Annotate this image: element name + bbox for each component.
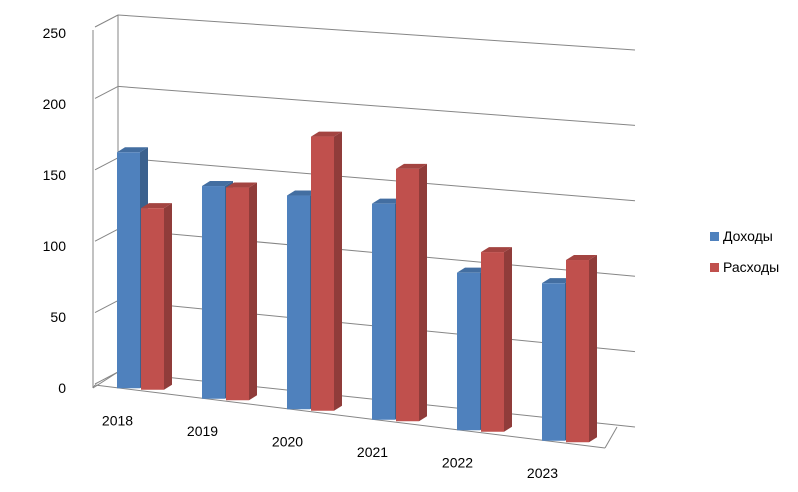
bar-top xyxy=(226,182,257,188)
bar-side xyxy=(589,255,597,443)
gridline xyxy=(117,14,636,51)
bar-front xyxy=(226,187,249,401)
x-tick-label: 2021 xyxy=(357,444,388,460)
bar-expenses-2023 xyxy=(566,255,597,443)
bar-expenses-2019 xyxy=(226,182,257,401)
bar-front xyxy=(481,252,504,432)
bar-front xyxy=(372,203,395,420)
legend-swatch-revenue xyxy=(710,231,719,241)
x-tick-labels: 2018 2019 2020 2021 2022 2023 xyxy=(102,412,558,481)
bar-top xyxy=(141,203,172,209)
bar-side xyxy=(504,247,512,432)
bar-expenses-2022 xyxy=(481,247,512,432)
bar-top xyxy=(481,247,512,253)
y-tick-labels: 0 50 100 150 200 250 xyxy=(43,25,67,396)
bar-top xyxy=(566,255,597,261)
legend-label-revenue: Доходы xyxy=(723,228,773,244)
y-tick-label: 100 xyxy=(43,238,67,254)
bar-front xyxy=(287,195,310,410)
x-tick-label: 2023 xyxy=(527,465,558,481)
gridline xyxy=(117,157,636,202)
bar-front xyxy=(311,136,334,411)
bar-expenses-2021 xyxy=(396,163,427,422)
legend-swatch-expenses xyxy=(710,262,719,272)
x-tick-label: 2018 xyxy=(102,412,133,428)
y-tick-label: 150 xyxy=(43,167,67,183)
bars xyxy=(117,131,597,443)
bar-top xyxy=(287,190,318,196)
bar-front xyxy=(457,272,480,431)
bar-front xyxy=(202,186,225,399)
bar-side xyxy=(419,163,427,422)
bar-top xyxy=(311,131,342,137)
bar-top xyxy=(372,198,403,204)
floor-right-edge xyxy=(604,426,618,449)
y-tick-label: 0 xyxy=(58,380,66,396)
bar-top xyxy=(396,163,427,169)
y-tick-label: 200 xyxy=(43,96,67,112)
legend-label-expenses: Расходы xyxy=(723,259,780,275)
bar-top xyxy=(117,147,148,153)
bar-side xyxy=(249,182,257,401)
bar-expenses-2018 xyxy=(141,203,172,390)
bar-top xyxy=(542,278,573,284)
x-tick-label: 2019 xyxy=(187,423,218,439)
y-tick-label: 250 xyxy=(43,25,67,41)
gridline-side xyxy=(94,300,119,314)
legend-item-revenue: Доходы xyxy=(710,224,779,248)
legend-item-expenses: Расходы xyxy=(710,255,779,279)
x-tick-label: 2022 xyxy=(442,454,473,470)
bar-side xyxy=(334,131,342,411)
x-axis-line xyxy=(94,384,606,449)
gridline xyxy=(117,85,636,126)
axis-corner xyxy=(92,384,96,389)
bar-side xyxy=(164,203,172,390)
y-tick-label: 50 xyxy=(50,309,66,325)
gridline-side xyxy=(94,14,119,28)
x-tick-label: 2020 xyxy=(272,433,303,449)
gridline-side xyxy=(94,157,119,171)
bar-front xyxy=(117,152,140,389)
gridline-side xyxy=(94,228,119,242)
legend: Доходы Расходы xyxy=(710,224,779,286)
bar-top xyxy=(202,181,233,187)
gridline-side xyxy=(94,85,119,99)
bar-top xyxy=(457,267,488,273)
bar-front xyxy=(396,168,419,422)
bar-front xyxy=(141,208,164,390)
bar-expenses-2020 xyxy=(311,131,342,411)
bar-front xyxy=(542,283,565,441)
bar-front xyxy=(566,260,589,443)
